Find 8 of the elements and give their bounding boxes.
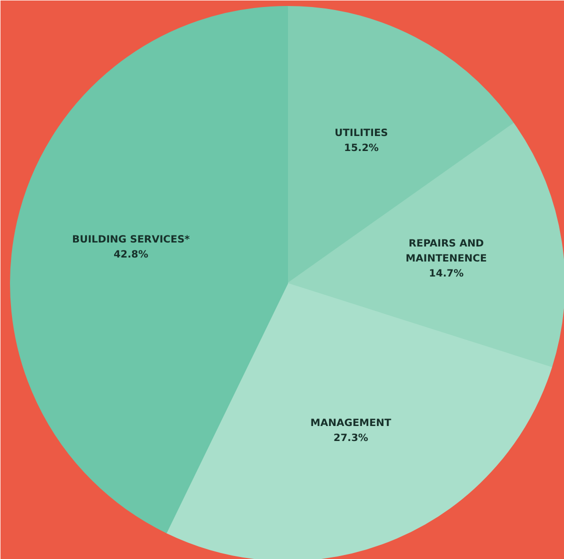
data-label: 27.3% [333, 433, 368, 444]
data-label: 14.7% [428, 268, 464, 280]
slice-label: REPAIRS AND MAINTENENCE [406, 238, 488, 264]
slice-label: BUILDING SERVICES* [72, 234, 191, 246]
slice-label: MANAGEMENT [310, 418, 392, 430]
data-label: 42.8% [114, 249, 148, 260]
slice-label: UTILITIES [334, 128, 388, 139]
data-label: 15.2% [344, 142, 379, 154]
